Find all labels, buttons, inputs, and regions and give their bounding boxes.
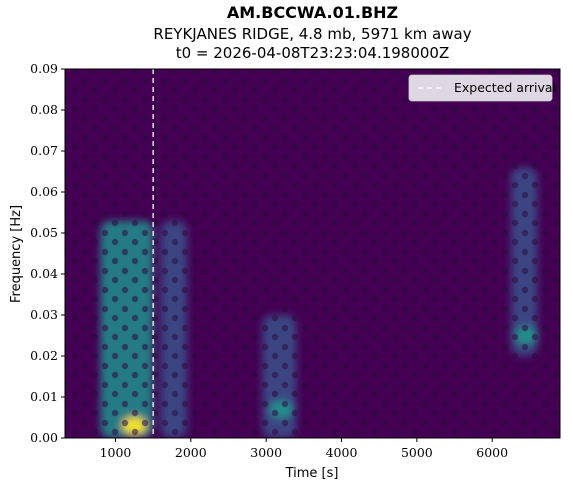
legend-label-expected-arrival: Expected arrival — [454, 80, 556, 95]
y-tick-label: 0.06 — [30, 184, 58, 199]
chart-title: AM.BCCWA.01.BHZ — [226, 3, 399, 22]
x-tick-label: 6000 — [476, 445, 508, 460]
plot-frame — [64, 68, 561, 439]
chart-subtitle-origin: t0 = 2026-04-08T23:23:04.198000Z — [175, 44, 450, 62]
x-tick-label: 5000 — [401, 445, 433, 460]
legend-box — [408, 74, 553, 102]
heatmap-texture — [65, 69, 560, 438]
y-tick-label: 0.03 — [30, 307, 58, 322]
y-tick-label: 0.08 — [30, 102, 58, 117]
x-tick-label: 2000 — [175, 445, 207, 460]
y-tick-label: 0.02 — [30, 348, 58, 363]
chart-subtitle-event: REYKJANES RIDGE, 4.8 mb, 5971 km away — [153, 25, 472, 43]
y-tick-label: 0.01 — [30, 389, 58, 404]
x-tick-label: 4000 — [326, 445, 358, 460]
y-tick-label: 0.00 — [30, 430, 58, 445]
x-axis-label: Time [s] — [285, 466, 339, 481]
legend: Expected arrival — [408, 74, 556, 102]
x-axis: 1000 2000 3000 4000 5000 6000 — [100, 438, 508, 460]
x-tick-label: 1000 — [100, 445, 132, 460]
y-axis: 0.00 0.01 0.02 0.03 0.04 0.05 0.06 0.07 0.08 0.09 — [30, 61, 65, 445]
y-tick-label: 0.07 — [30, 143, 58, 158]
heatmap-area — [65, 69, 560, 438]
y-tick-label: 0.05 — [30, 225, 58, 240]
y-tick-label: 0.04 — [30, 266, 58, 281]
y-tick-label: 0.09 — [30, 61, 58, 76]
y-axis-label: Frequency [Hz] — [9, 205, 24, 303]
x-tick-label: 3000 — [250, 445, 282, 460]
